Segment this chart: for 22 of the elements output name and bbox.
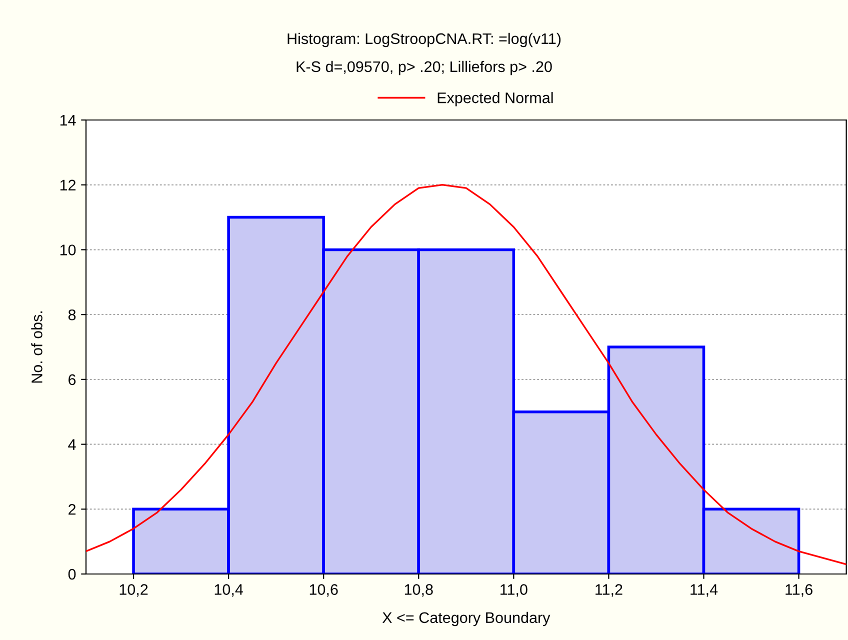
y-tick-label: 14 bbox=[60, 115, 76, 126]
x-tick-label: 10,6 bbox=[310, 584, 338, 597]
line-series bbox=[86, 184, 846, 566]
x-tick-label: 11,4 bbox=[690, 584, 718, 597]
x-tick-label: 11,2 bbox=[596, 584, 622, 597]
x-tick-label: 11,6 bbox=[786, 584, 812, 597]
x-axis-title: X <= Category Boundary bbox=[382, 612, 550, 626]
y-tick-label: 8 bbox=[68, 309, 76, 320]
y-tick-label: 4 bbox=[68, 439, 76, 450]
y-tick-label: 0 bbox=[68, 568, 76, 580]
x-tick-label: 10,8 bbox=[404, 584, 433, 597]
y-tick-label: 6 bbox=[68, 374, 76, 386]
y-tick-label: 12 bbox=[60, 180, 76, 190]
chart-title: Histogram: LogStroopCNA.RT: =log(v11) bbox=[288, 32, 561, 48]
chart-subtitle: K-S d=,09570, p> .20; Lilliefors p> .20 bbox=[296, 60, 552, 76]
y-axis-title: No. of obs. bbox=[31, 311, 42, 383]
y-tick-label: 10 bbox=[60, 244, 76, 256]
x-tick-label: 10,4 bbox=[214, 584, 243, 597]
x-tick-label: 11,0 bbox=[500, 584, 528, 597]
x-tick-label: 10,2 bbox=[120, 584, 148, 597]
y-tick-label: 2 bbox=[68, 504, 76, 515]
legend-label: Expected Normal bbox=[438, 92, 553, 106]
